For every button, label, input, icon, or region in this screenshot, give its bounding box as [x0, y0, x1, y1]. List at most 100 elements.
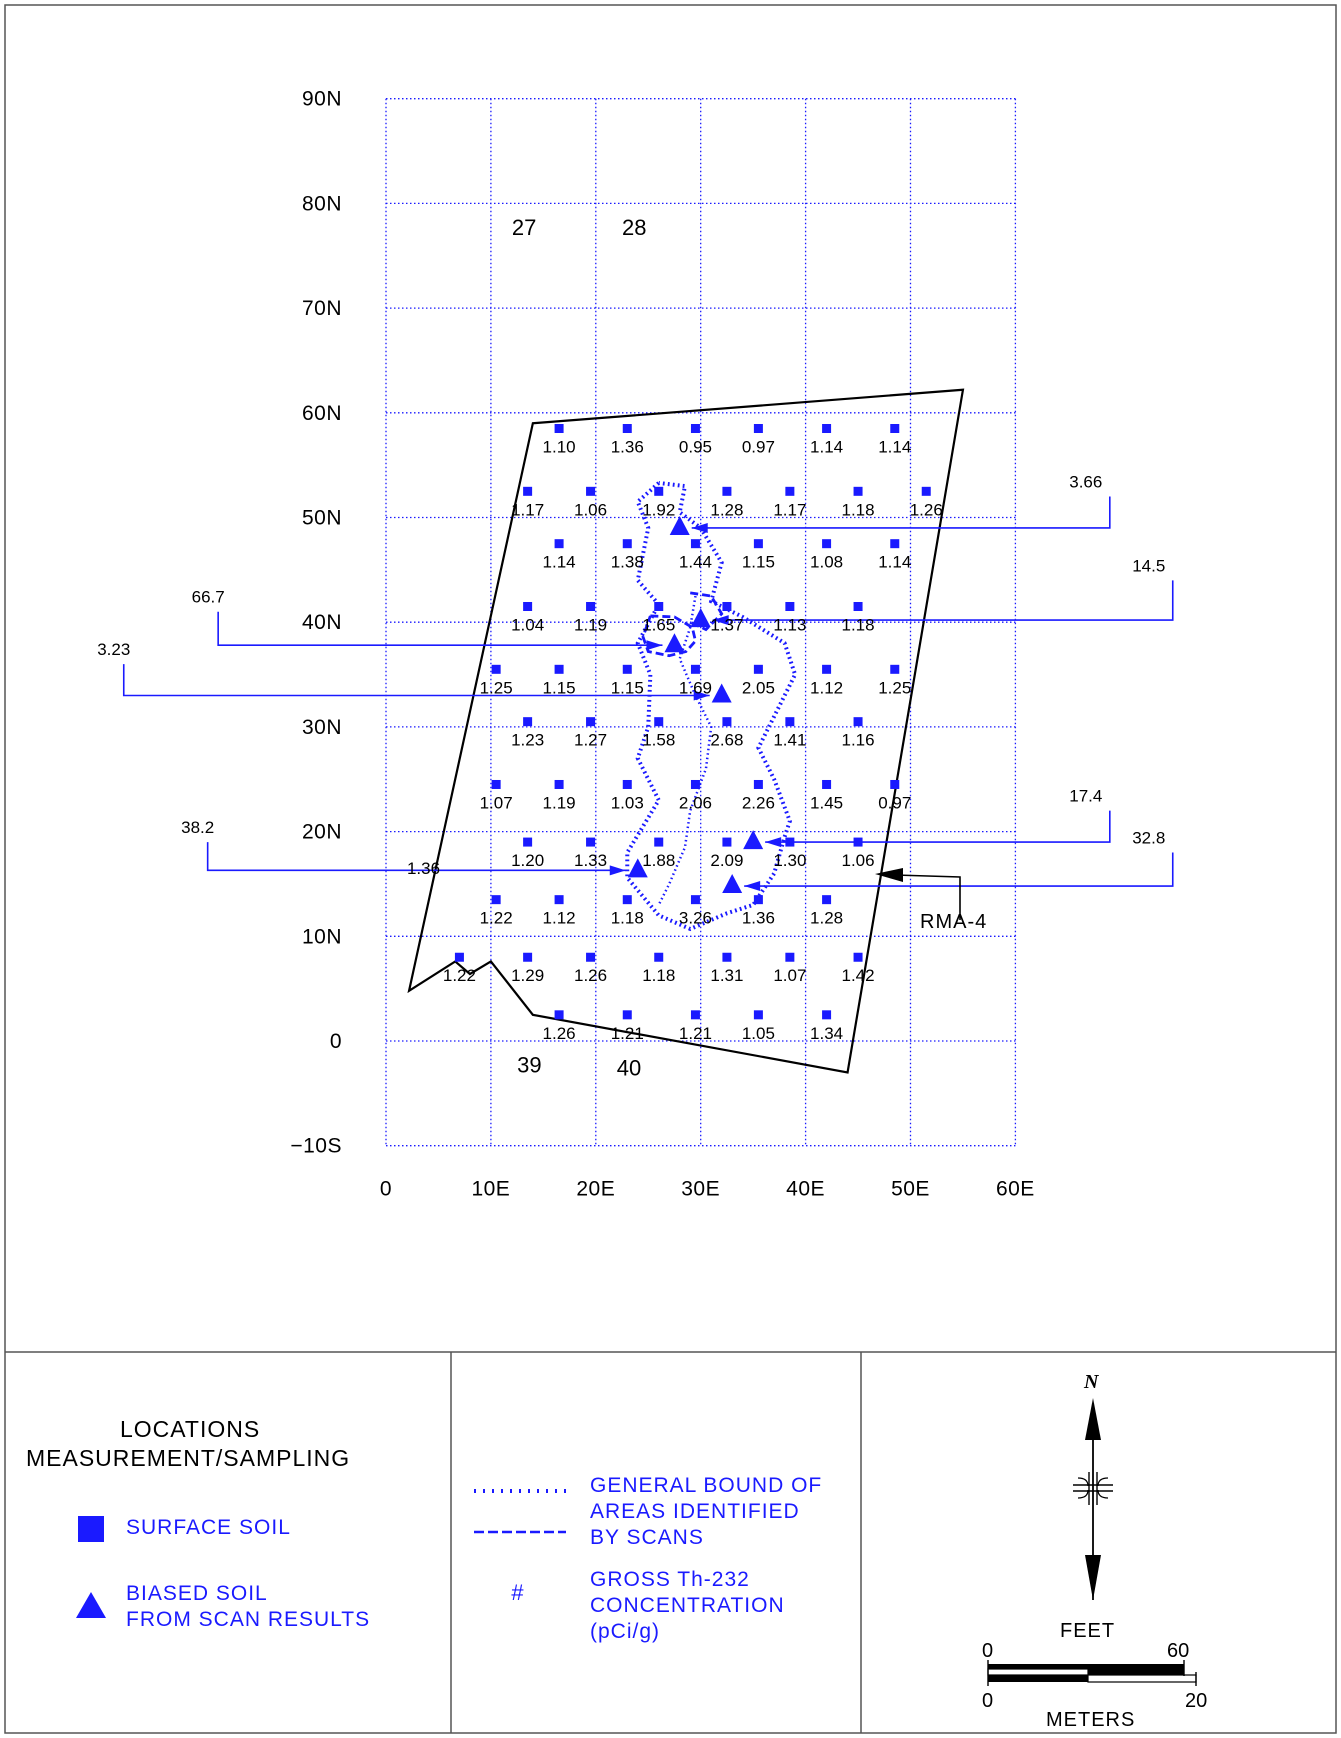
surface-soil-marker: [586, 837, 596, 847]
surface-soil-value: 1.03: [611, 793, 644, 812]
rma-leader-line: [894, 874, 961, 920]
biased-soil-points: [627, 515, 764, 894]
x-axis-label: 20E: [576, 1178, 615, 1201]
surface-soil-value: 1.15: [742, 553, 775, 572]
y-axis-label: 70N: [302, 297, 342, 320]
surface-soil-value: 1.28: [810, 909, 843, 928]
surface-soil-marker: [722, 717, 732, 727]
surface-soil-value: 1.17: [511, 500, 544, 519]
bound-legend-label-3: BY SCANS: [590, 1526, 704, 1549]
surface-soil-marker: [753, 424, 763, 434]
surface-soil-value: 0.97: [742, 438, 775, 457]
surface-soil-value: 1.10: [543, 438, 576, 457]
locations-title-1: LOCATIONS: [120, 1416, 261, 1442]
surface-soil-value: 1.65: [642, 615, 675, 634]
sheet-border: [4, 4, 1337, 1734]
surface-soil-marker: [690, 895, 700, 905]
surface-soil-value: 1.12: [543, 909, 576, 928]
surface-soil-marker: [690, 1010, 700, 1020]
callout-leader-line: [744, 852, 1174, 887]
surface-soil-marker: [853, 717, 863, 727]
surface-soil-marker: [491, 895, 501, 905]
surface-soil-marker: [622, 779, 632, 789]
surface-soil-marker: [586, 601, 596, 611]
surface-soil-value: 1.31: [710, 966, 743, 985]
surface-soil-value: 1.18: [611, 909, 644, 928]
surface-soil-value: 1.06: [574, 500, 607, 519]
surface-soil-marker: [822, 1010, 832, 1020]
surface-soil-legend-icon: [78, 1516, 104, 1542]
surface-soil-marker: [690, 424, 700, 434]
surface-soil-value: 1.15: [611, 678, 644, 697]
biased-soil-marker: [627, 858, 648, 878]
y-axis-label: 60N: [302, 402, 342, 425]
surface-soil-value: 0.97: [878, 793, 911, 812]
x-axis-label: 0: [380, 1178, 392, 1201]
surface-soil-marker: [785, 486, 795, 496]
surface-soil-value: 2.68: [710, 731, 743, 750]
surface-soil-value: 1.88: [642, 851, 675, 870]
scan-bounds: [625, 480, 798, 932]
surface-soil-marker: [822, 895, 832, 905]
surface-soil-value: 1.36: [611, 438, 644, 457]
dashed-scan-bound-2: [689, 591, 724, 632]
surface-soil-value: 2.26: [742, 793, 775, 812]
surface-soil-marker: [690, 779, 700, 789]
surface-soil-marker: [853, 952, 863, 962]
rma-arrowhead: [875, 868, 903, 882]
surface-soil-marker: [523, 717, 533, 727]
surface-soil-marker: [890, 424, 900, 434]
surface-soil-value: 1.08: [810, 553, 843, 572]
site-boundary-line: [407, 388, 965, 1074]
surface-soil-legend-label: SURFACE SOIL: [126, 1516, 291, 1539]
surface-soil-marker: [622, 424, 632, 434]
callout-arrowhead: [691, 522, 708, 533]
surface-soil-marker: [785, 601, 795, 611]
callout-arrowhead: [712, 615, 729, 626]
surface-soil-marker: [554, 664, 564, 674]
surface-soil-marker: [622, 539, 632, 549]
surface-soil-marker: [491, 664, 501, 674]
surface-soil-marker: [454, 952, 464, 962]
gross-legend-label-1: GROSS Th-232: [590, 1568, 750, 1591]
north-arrow-icon: N: [1073, 1371, 1113, 1600]
meters-zero: 0: [982, 1690, 993, 1712]
surface-soil-marker: [586, 486, 596, 496]
surface-soil-marker: [822, 539, 832, 549]
callout-value: 66.7: [192, 588, 225, 607]
site-boundary: [407, 388, 965, 1074]
surface-soil-marker: [654, 717, 664, 727]
surface-soil-marker: [722, 601, 732, 611]
surface-soil-value: 2.05: [742, 678, 775, 697]
surface-soil-value: 0.95: [679, 438, 712, 457]
surface-soil-value: 1.26: [910, 500, 943, 519]
biased-sample-callouts: 3.66 14.5 66.7 3.23 17.4 38.2 32.8: [97, 473, 1174, 892]
surface-soil-value: 1.18: [842, 615, 875, 634]
biased-soil-marker: [743, 830, 764, 850]
callout-arrowhead: [609, 865, 626, 876]
x-axis-label: 60E: [996, 1178, 1035, 1201]
grid-cell-number: 40: [617, 1056, 641, 1081]
biased-soil-legend-label-2: FROM SCAN RESULTS: [126, 1608, 371, 1631]
surface-soil-marker: [753, 895, 763, 905]
surface-soil-marker: [753, 779, 763, 789]
surface-soil-value: 1.25: [878, 678, 911, 697]
y-axis-label: −10S: [290, 1135, 342, 1158]
surface-soil-points: 1.10 1.36 0.95 0.97 1.14 1.14 1.17 1.06 1.92 1.28…: [407, 424, 943, 1043]
surface-soil-marker: [822, 779, 832, 789]
surface-soil-marker: [822, 424, 832, 434]
feet-sixty: 60: [1167, 1640, 1189, 1662]
surface-soil-value: 1.28: [710, 500, 743, 519]
bound-legend-label-1: GENERAL BOUND OF: [590, 1474, 823, 1497]
y-axis-label: 10N: [302, 925, 342, 948]
y-axis-label: 40N: [302, 611, 342, 634]
surface-soil-value: 1.07: [480, 793, 513, 812]
biased-soil-marker: [711, 683, 732, 703]
dotted-scan-bound-inner: [657, 595, 713, 906]
axis-labels: 90N 80N 70N 60N 50N 40N 30N 20N 10N 0 −10S 0 10E 20E 3…: [290, 88, 1034, 1201]
surface-soil-marker: [890, 779, 900, 789]
surface-soil-marker: [523, 486, 533, 496]
callout-value: 14.5: [1132, 556, 1165, 575]
surface-soil-marker: [853, 486, 863, 496]
callout-leader-line: [206, 842, 626, 872]
